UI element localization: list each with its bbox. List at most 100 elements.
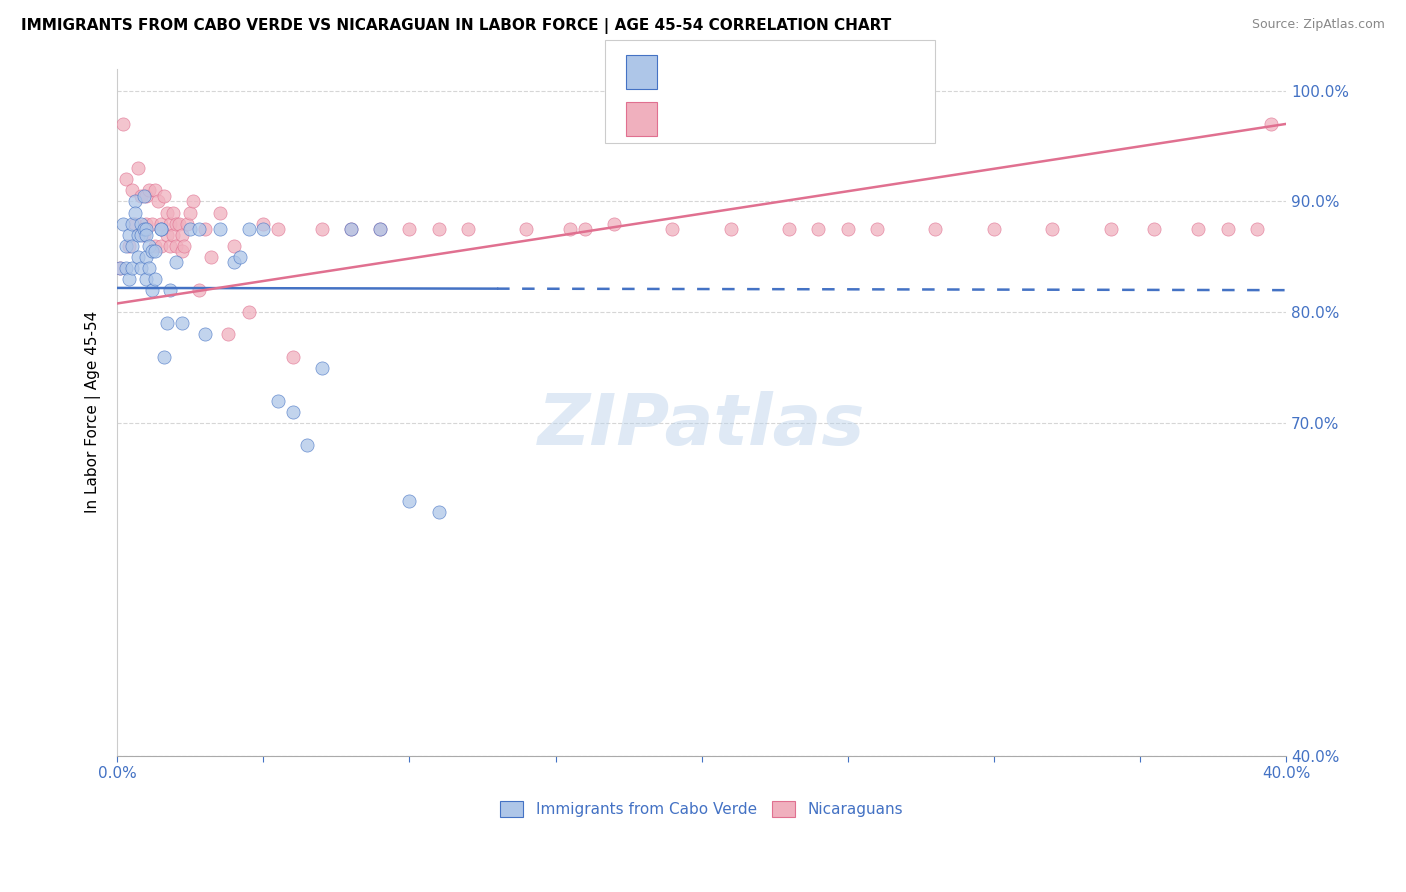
Point (138, 260, 160, 275)
Point (238, 222, 260, 236)
Point (208, 222, 231, 236)
Point (135, 227, 157, 242)
Point (170, 244, 193, 259)
Point (574, 222, 596, 236)
Point (162, 227, 184, 242)
Point (340, 222, 363, 236)
Text: -0.005: -0.005 (699, 67, 758, 85)
Point (141, 217, 163, 231)
Point (150, 222, 173, 236)
Point (1216, 222, 1239, 236)
Point (179, 205, 201, 219)
Point (837, 222, 859, 236)
Text: N =: N = (776, 67, 813, 85)
Point (129, 260, 152, 275)
Point (281, 350, 304, 364)
Point (295, 438, 318, 452)
Point (1246, 222, 1268, 236)
Point (135, 222, 157, 236)
Point (194, 222, 217, 236)
Point (159, 217, 181, 231)
Point (515, 222, 537, 236)
Point (148, 194, 170, 209)
Point (165, 239, 187, 253)
Point (159, 239, 181, 253)
Point (807, 222, 830, 236)
Point (132, 222, 155, 236)
Point (661, 222, 683, 236)
Point (156, 227, 179, 242)
Point (132, 227, 155, 242)
Point (560, 222, 582, 236)
Point (132, 189, 155, 203)
Point (162, 205, 184, 219)
Point (1143, 222, 1166, 236)
Point (115, 172, 138, 186)
Point (866, 222, 889, 236)
Point (127, 161, 149, 176)
Point (127, 250, 149, 264)
Y-axis label: In Labor Force | Age 45-54: In Labor Force | Age 45-54 (86, 311, 101, 513)
Point (1260, 117, 1282, 131)
Point (778, 222, 800, 236)
Point (267, 394, 290, 409)
Point (141, 283, 163, 297)
Point (252, 217, 274, 231)
Text: IMMIGRANTS FROM CABO VERDE VS NICARAGUAN IN LABOR FORCE | AGE 45-54 CORRELATION : IMMIGRANTS FROM CABO VERDE VS NICARAGUAN… (21, 18, 891, 34)
Point (135, 272, 157, 286)
Point (311, 360, 333, 375)
Point (720, 222, 742, 236)
Point (118, 239, 141, 253)
Point (124, 205, 146, 219)
Point (112, 217, 135, 231)
Point (200, 250, 222, 264)
Point (121, 183, 143, 197)
Point (159, 283, 181, 297)
Text: 69: 69 (806, 113, 828, 131)
Point (188, 283, 211, 297)
Point (368, 222, 391, 236)
Point (129, 227, 152, 242)
Point (156, 317, 179, 331)
Point (311, 222, 333, 236)
Legend: Immigrants from Cabo Verde, Nicaraguans: Immigrants from Cabo Verde, Nicaraguans (495, 796, 908, 823)
Point (138, 239, 160, 253)
Point (143, 244, 166, 259)
Point (1187, 222, 1209, 236)
Point (127, 227, 149, 242)
Point (179, 222, 201, 236)
Point (153, 350, 176, 364)
Point (1040, 222, 1063, 236)
Point (108, 260, 131, 275)
Point (124, 217, 146, 231)
Point (129, 217, 152, 231)
Point (208, 205, 231, 219)
Point (150, 217, 173, 231)
Point (398, 222, 420, 236)
Point (224, 239, 246, 253)
Point (118, 227, 141, 242)
Point (129, 189, 152, 203)
Point (121, 239, 143, 253)
Point (108, 260, 131, 275)
Text: N =: N = (776, 113, 813, 131)
Point (143, 183, 166, 197)
Point (150, 239, 173, 253)
Point (603, 217, 626, 231)
Point (176, 217, 198, 231)
Point (124, 194, 146, 209)
Point (924, 222, 946, 236)
Point (165, 255, 187, 269)
Point (121, 217, 143, 231)
Point (457, 222, 479, 236)
Point (229, 250, 252, 264)
Point (143, 272, 166, 286)
Point (153, 189, 176, 203)
Point (135, 250, 157, 264)
Point (188, 222, 211, 236)
Point (238, 305, 260, 319)
Point (115, 239, 138, 253)
Point (181, 194, 204, 209)
Point (368, 222, 391, 236)
Point (118, 272, 141, 286)
